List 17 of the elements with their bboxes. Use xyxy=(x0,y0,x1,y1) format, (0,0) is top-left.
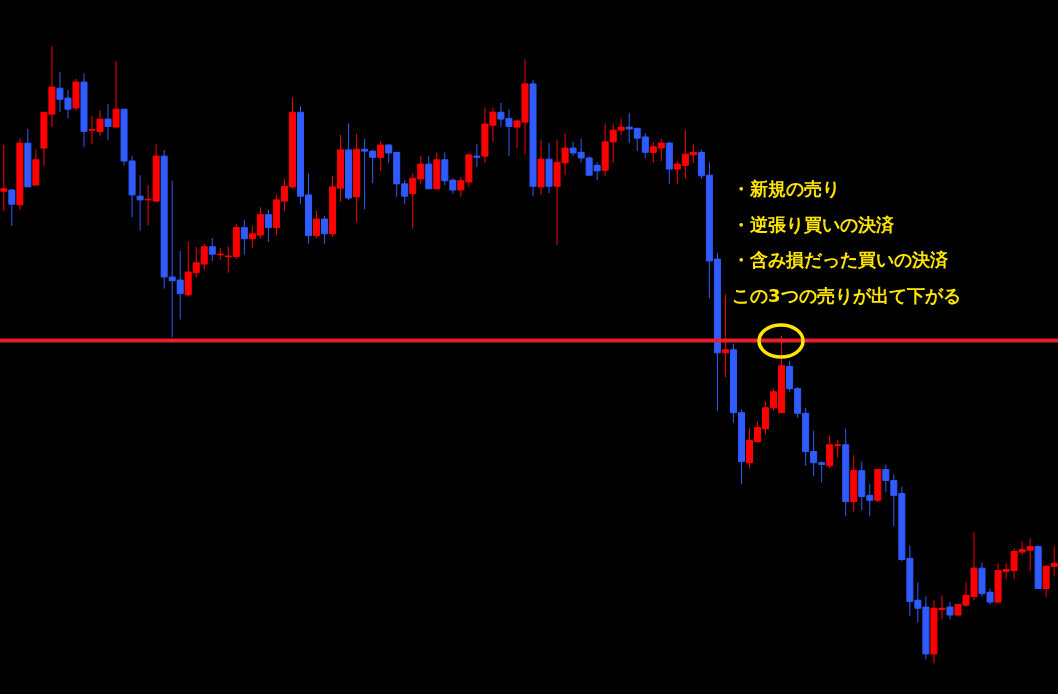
candlestick xyxy=(377,140,385,172)
candlestick xyxy=(104,103,112,141)
candlestick xyxy=(721,294,729,378)
candlestick xyxy=(136,174,144,232)
candlestick xyxy=(473,143,481,168)
annotation: ・含み損だった買いの決済 xyxy=(732,249,949,271)
annotation: ・逆張り買いの決済 xyxy=(732,213,895,235)
candlestick xyxy=(264,209,272,243)
candlestick xyxy=(0,144,8,212)
annotation: この3つの売りが出て下がる xyxy=(732,285,961,307)
candlestick xyxy=(8,188,16,227)
candlestick xyxy=(240,219,248,256)
candlestick xyxy=(313,210,321,239)
annotation: ・新規の売り xyxy=(732,178,840,199)
candlestick xyxy=(112,60,120,128)
candlestick xyxy=(208,237,216,262)
candlestick xyxy=(321,215,329,245)
